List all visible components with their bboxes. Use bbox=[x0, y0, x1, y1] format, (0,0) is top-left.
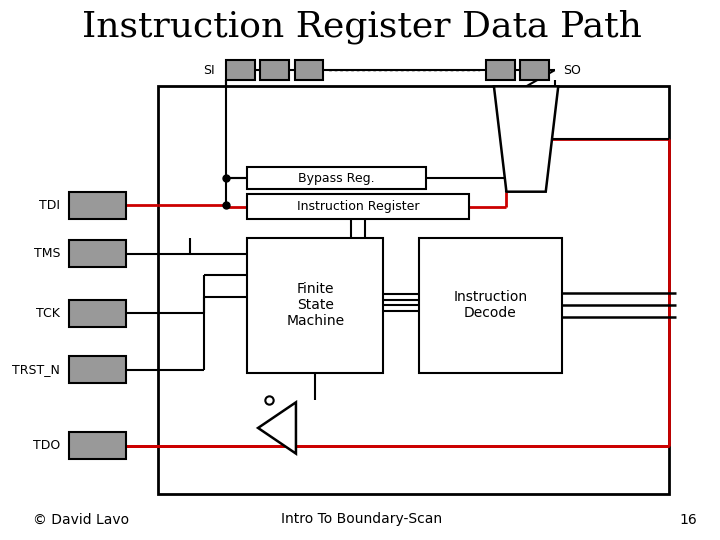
Bar bbox=[248, 167, 426, 189]
Bar bbox=[68, 432, 126, 459]
Text: TDI: TDI bbox=[39, 199, 60, 212]
Bar bbox=[226, 60, 254, 80]
Text: Intro To Boundary-Scan: Intro To Boundary-Scan bbox=[281, 512, 442, 526]
Text: Bypass Reg.: Bypass Reg. bbox=[298, 172, 375, 185]
Bar bbox=[68, 356, 126, 383]
Bar bbox=[248, 194, 469, 219]
Bar bbox=[486, 60, 515, 80]
Text: Instruction
Decode: Instruction Decode bbox=[454, 290, 528, 320]
Bar bbox=[68, 240, 126, 267]
Text: Instruction Register Data Path: Instruction Register Data Path bbox=[82, 10, 642, 44]
Text: Finite
State
Machine: Finite State Machine bbox=[286, 282, 344, 328]
Polygon shape bbox=[494, 86, 558, 192]
Bar bbox=[68, 192, 126, 219]
Text: SO: SO bbox=[563, 64, 581, 77]
Bar bbox=[158, 86, 669, 494]
Text: TMS: TMS bbox=[34, 247, 60, 260]
Text: © David Lavo: © David Lavo bbox=[33, 512, 129, 526]
Bar bbox=[521, 60, 549, 80]
Text: Instruction Register: Instruction Register bbox=[297, 200, 419, 213]
Text: SI: SI bbox=[204, 64, 215, 77]
Text: TCK: TCK bbox=[36, 307, 60, 320]
Bar bbox=[419, 238, 562, 373]
Bar bbox=[260, 60, 289, 80]
Bar bbox=[248, 238, 383, 373]
Text: 16: 16 bbox=[680, 512, 698, 526]
Text: TRST_N: TRST_N bbox=[12, 363, 60, 376]
Polygon shape bbox=[258, 402, 296, 454]
Bar bbox=[68, 300, 126, 327]
Bar bbox=[294, 60, 323, 80]
Text: TDO: TDO bbox=[33, 439, 60, 452]
